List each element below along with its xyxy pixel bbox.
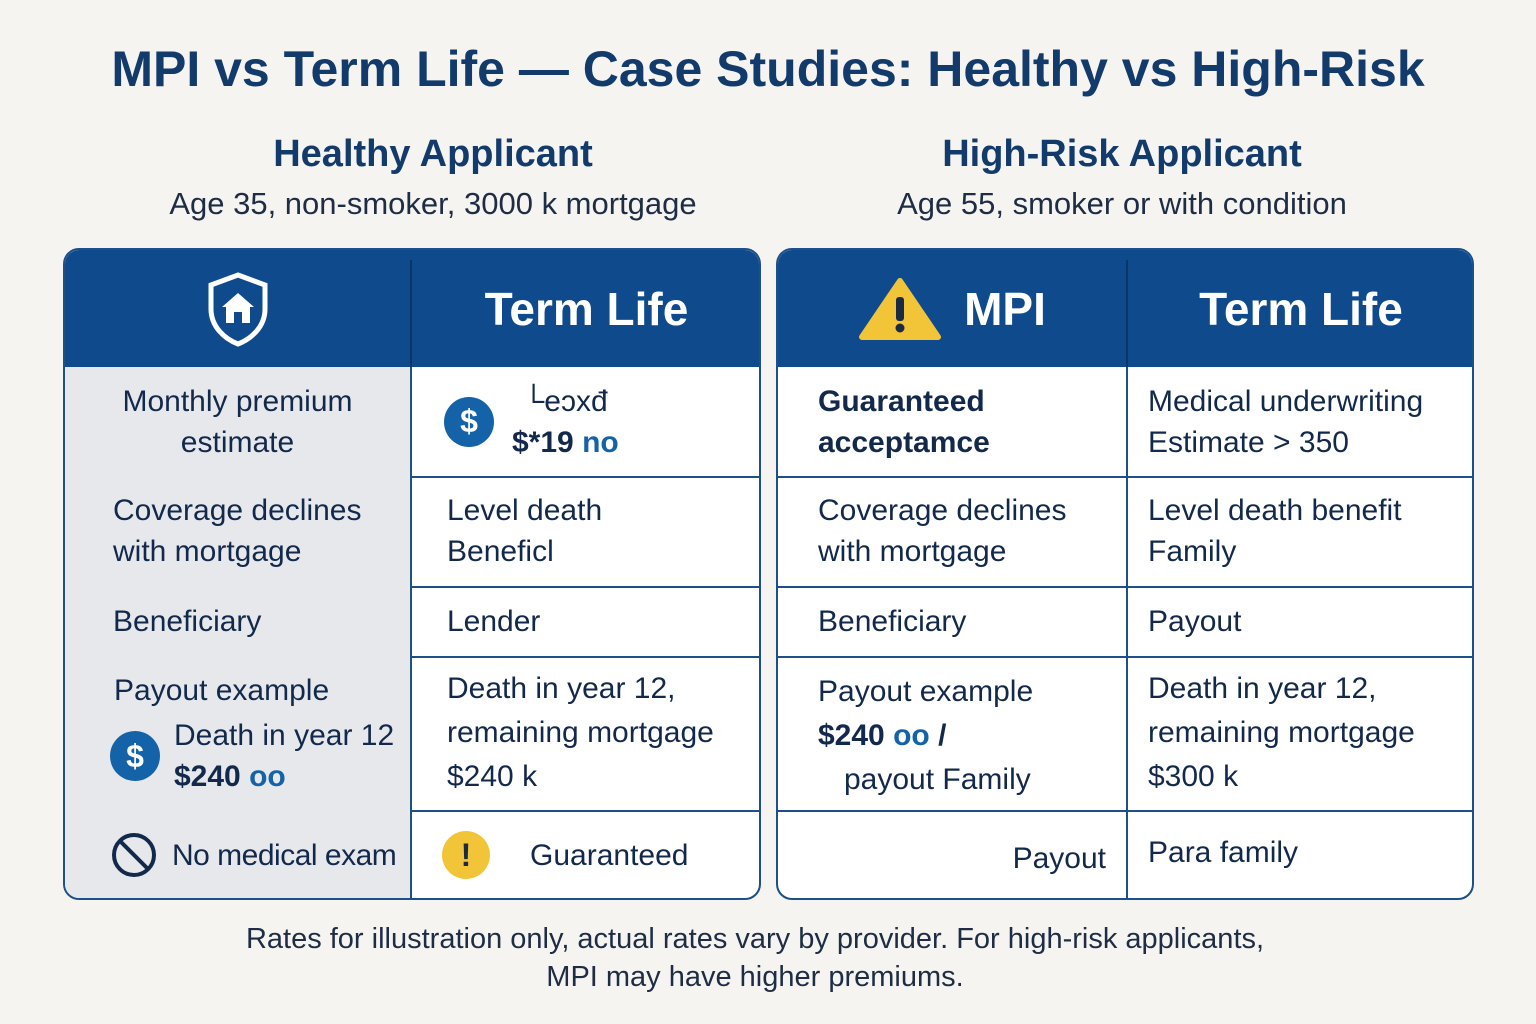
table-row: Beneficiary Lender	[65, 586, 759, 656]
table-row: Coverage declines with mortgage Level de…	[778, 476, 1472, 586]
dollar-icon: $	[444, 396, 494, 447]
payout-example-line1: Death in year 12	[174, 719, 395, 752]
payout-example-cell: Payout example $240 oo / payout Family	[778, 656, 1126, 810]
page-title: MPI vs Term Life — Case Studies: Healthy…	[111, 41, 1425, 97]
healthy-table-header: Term Life	[65, 250, 759, 367]
payout-label: Payout	[1012, 841, 1106, 875]
table-row: Monthly premium estimate $ └eɔxđ $*19 no	[65, 367, 759, 476]
highrisk-subheading: Age 55, smoker or with condition	[897, 186, 1347, 221]
coverage-value: Level death benefit Family	[1148, 494, 1402, 568]
payout-example-amount: $240 oo /	[818, 719, 947, 752]
payout-example-value: Death in year 12, remaining mortgage $30…	[1148, 672, 1415, 793]
warning-triangle-icon	[859, 277, 942, 340]
warning-icon: !	[442, 831, 490, 879]
highrisk-header-col1: MPI	[778, 250, 1126, 367]
guaranteed-cell: ! Guaranteed	[412, 810, 759, 898]
healthy-heading: Healthy Applicant	[273, 133, 593, 175]
table-row: Beneficiary Payout	[778, 586, 1472, 656]
table-row: Coverage declines with mortgage Level de…	[65, 476, 759, 586]
premium-label: Monthly premium estimate	[65, 367, 410, 476]
beneficiary-label: Beneficiary	[818, 604, 967, 638]
house-shield-icon	[208, 271, 267, 347]
highrisk-section-head: High-Risk Applicant Age 55, smoker or wi…	[777, 130, 1467, 230]
beneficiary-value: Payout	[1148, 604, 1242, 638]
acceptance-label: Guaranteed acceptamce	[818, 384, 990, 459]
dollar-icon: $	[110, 731, 160, 781]
table-row: Payout example $ Death in year 12 $240 o…	[65, 656, 759, 810]
payout-example-amount: $240 oo	[174, 760, 286, 793]
payout-example-line2: payout Family	[844, 763, 1031, 796]
header-divider	[1126, 260, 1128, 367]
highrisk-table-header: MPI Term Life	[778, 250, 1472, 367]
column-divider	[1126, 367, 1128, 898]
highrisk-comparison-table: MPI Term Life Guaranteed acceptamce Medi…	[776, 248, 1474, 900]
coverage-label: Coverage declines with mortgage	[65, 476, 410, 586]
highrisk-header-col2: Term Life	[1199, 282, 1403, 335]
no-exam-cell: No medical exam	[65, 810, 410, 898]
payout-example-label: Payout example	[114, 674, 330, 707]
no-exam-label: No medical exam	[172, 838, 397, 872]
payout-example-value: Death in year 12, remaining mortgage $24…	[447, 672, 714, 793]
table-row: Payout Para family	[778, 810, 1472, 898]
beneficiary-label: Beneficiary	[65, 586, 410, 656]
table-row: Payout example $240 oo / payout Family D…	[778, 656, 1472, 810]
family-value: Para family	[1148, 835, 1299, 869]
premium-value-line1: └eɔxđ	[523, 384, 608, 418]
coverage-label: Coverage declines with mortgage	[818, 494, 1067, 568]
column-divider	[410, 367, 412, 898]
payout-example-label: Payout example	[818, 675, 1034, 708]
payout-example-cell: Payout example $ Death in year 12 $240 o…	[65, 656, 410, 810]
healthy-comparison-table: Term Life Monthly premium estimate $ └eɔ…	[63, 248, 761, 900]
prohibited-icon	[112, 833, 156, 877]
underwriting-value: Medical underwriting Estimate > 350	[1148, 384, 1424, 459]
coverage-value: Level death Beneficl	[447, 494, 603, 568]
highrisk-heading: High-Risk Applicant	[942, 133, 1302, 175]
healthy-header-col2: Term Life	[484, 282, 689, 335]
footnote: Rates for illustration only, actual rate…	[245, 923, 1265, 993]
guaranteed-value: Guaranteed	[530, 838, 689, 872]
healthy-header-col1	[65, 250, 410, 367]
mpi-header-label: MPI	[964, 282, 1046, 335]
premium-value-line2: $*19 no	[512, 425, 619, 459]
healthy-section-head: Healthy Applicant Age 35, non-smoker, 30…	[88, 130, 778, 230]
premium-value-cell: $ └eɔxđ $*19 no	[412, 367, 759, 476]
table-row: Guaranteed acceptamce Medical underwriti…	[778, 367, 1472, 476]
healthy-subheading: Age 35, non-smoker, 3000 k mortgage	[169, 186, 697, 221]
beneficiary-value: Lender	[447, 604, 541, 638]
table-row: No medical exam ! Guaranteed	[65, 810, 759, 898]
header-divider	[410, 260, 412, 367]
